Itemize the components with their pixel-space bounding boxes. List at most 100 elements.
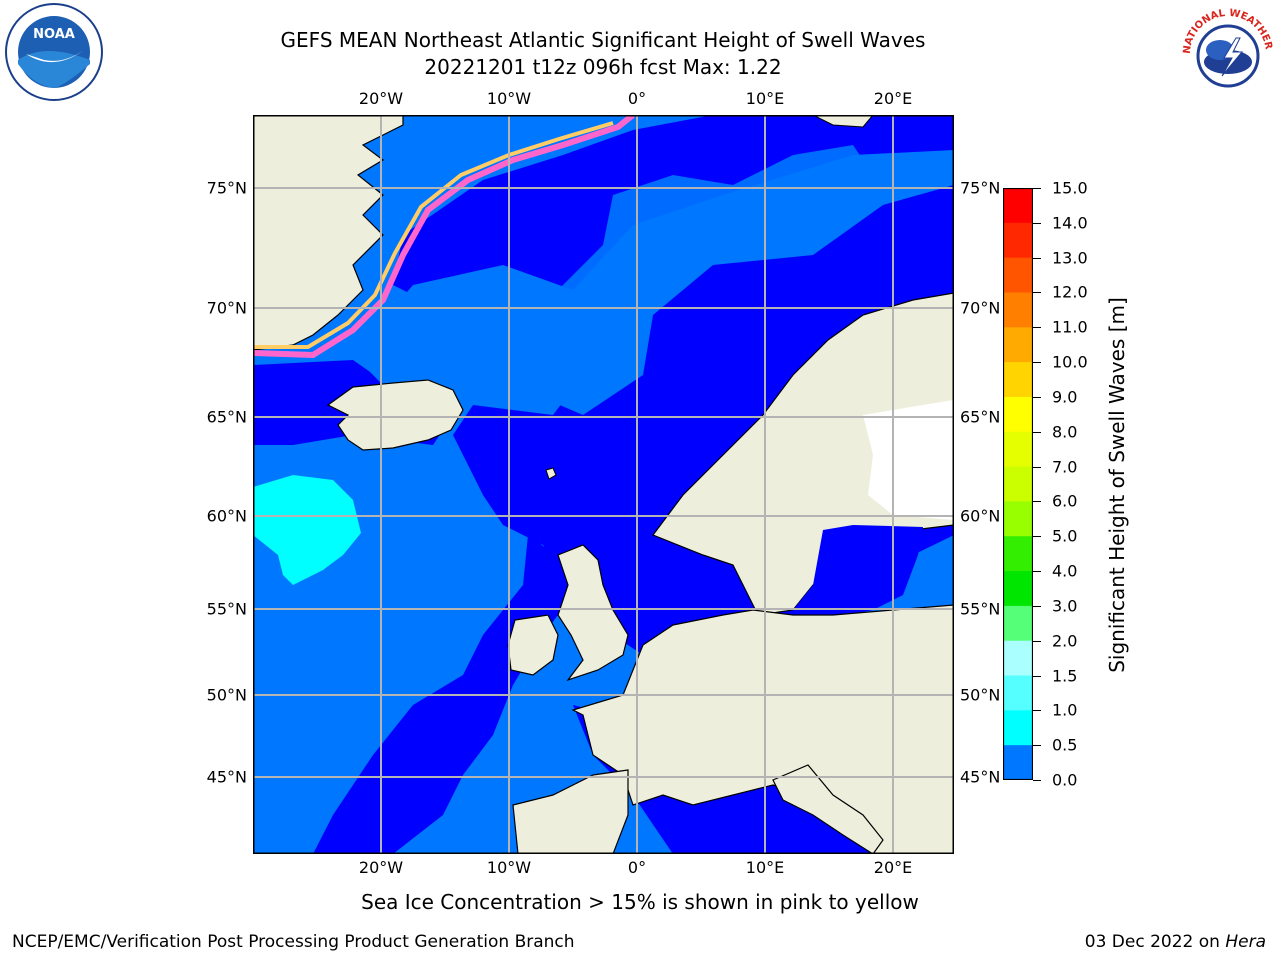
chart-title: GEFS MEAN Northeast Atlantic Significant… bbox=[280, 28, 926, 52]
lon-label-bottom: 20°E bbox=[873, 858, 913, 877]
lat-label-right: 70°N bbox=[960, 298, 1001, 318]
lat-label-left: 75°N bbox=[206, 178, 247, 198]
lat-label-left: 65°N bbox=[206, 407, 247, 427]
land-iceland bbox=[326, 379, 464, 451]
colorbar-band bbox=[1003, 675, 1033, 711]
graticule bbox=[253, 115, 954, 854]
colorbar-tick-mark bbox=[1033, 188, 1041, 189]
colorbar-band bbox=[1003, 222, 1033, 259]
lon-label-top: 20°E bbox=[873, 89, 913, 108]
colorbar-band bbox=[1003, 640, 1033, 677]
colorbar-tick-label: 9.0 bbox=[1052, 387, 1078, 407]
colorbar-tick-label: 1.5 bbox=[1052, 666, 1078, 686]
colorbar-tick-label: 4.0 bbox=[1052, 561, 1078, 581]
colorbar-tick-mark bbox=[1033, 780, 1041, 781]
sea-ice-edge bbox=[252, 112, 635, 359]
colorbar-tick-mark bbox=[1033, 431, 1041, 433]
colorbar-tick-label: 14.0 bbox=[1052, 213, 1088, 233]
footer-credit: NCEP/EMC/Verification Post Processing Pr… bbox=[12, 932, 575, 952]
colorbar-band bbox=[1003, 327, 1033, 363]
colorbar-svg bbox=[1002, 187, 1034, 781]
lat-label-right: 45°N bbox=[960, 767, 1001, 787]
colorbar-tick-label: 6.0 bbox=[1052, 491, 1078, 511]
colorbar-band bbox=[1003, 536, 1033, 572]
lon-label-top: 20°W bbox=[358, 89, 404, 108]
footer-host: Hera bbox=[1225, 932, 1266, 952]
lon-label-top: 10°E bbox=[745, 89, 785, 108]
colorbar-band bbox=[1003, 431, 1033, 468]
colorbar-tick-mark bbox=[1033, 571, 1041, 573]
colorbar-tick-mark bbox=[1033, 536, 1041, 538]
lon-label-top: 0° bbox=[627, 89, 647, 108]
sea-ice-note: Sea Ice Concentration > 15% is shown in … bbox=[361, 890, 919, 914]
lat-label-right: 50°N bbox=[960, 685, 1001, 705]
colorbar-band bbox=[1003, 257, 1033, 293]
lat-label-left: 50°N bbox=[206, 685, 247, 705]
ocean-zone-mid bbox=[353, 150, 954, 415]
lon-label-bottom: 0° bbox=[627, 858, 647, 877]
colorbar-tick-label: 13.0 bbox=[1052, 248, 1088, 268]
colorbar-tick-label: 2.0 bbox=[1052, 631, 1078, 651]
chart-subtitle: 20221201 t12z 096h fcst Max: 1.22 bbox=[424, 55, 782, 79]
colorbar-tick-mark bbox=[1033, 292, 1041, 294]
colorbar-tick-mark bbox=[1033, 710, 1041, 712]
ice-gulf-of-bothnia bbox=[863, 400, 954, 520]
colorbar bbox=[1002, 187, 1034, 781]
lon-label-bottom: 10°W bbox=[486, 858, 532, 877]
nws-logo: NATIONAL WEATHER SERVICE bbox=[1174, 0, 1278, 100]
land-italy bbox=[772, 764, 884, 855]
colorbar-tick-mark bbox=[1033, 640, 1041, 642]
colorbar-tick-label: 3.0 bbox=[1052, 596, 1078, 616]
lat-label-left: 60°N bbox=[206, 506, 247, 526]
colorbar-tick-label: 12.0 bbox=[1052, 282, 1088, 302]
land-faroe bbox=[545, 467, 557, 480]
colorbar-band bbox=[1003, 501, 1033, 537]
colorbar-tick-mark bbox=[1033, 396, 1041, 398]
lon-label-bottom: 20°W bbox=[358, 858, 404, 877]
lat-label-left: 70°N bbox=[206, 298, 247, 318]
land-greenland bbox=[252, 114, 404, 351]
lat-label-left: 55°N bbox=[206, 599, 247, 619]
colorbar-tick-label: 1.0 bbox=[1052, 700, 1078, 720]
colorbar-band bbox=[1003, 745, 1033, 781]
land-great-britain bbox=[557, 544, 629, 682]
colorbar-band bbox=[1003, 396, 1033, 433]
sea-ice-edge bbox=[253, 121, 614, 349]
colorbar-tick-mark bbox=[1033, 466, 1041, 468]
colorbar-tick-mark bbox=[1033, 257, 1041, 259]
lon-label-top: 10°W bbox=[486, 89, 532, 108]
baltic-sea bbox=[793, 525, 923, 620]
colorbar-band bbox=[1003, 188, 1033, 224]
colorbar-tick-label: 15.0 bbox=[1052, 178, 1088, 198]
colorbar-tick-label: 7.0 bbox=[1052, 457, 1078, 477]
colorbar-tick-label: 11.0 bbox=[1052, 317, 1088, 337]
footer-date-text: 03 Dec 2022 on bbox=[1084, 932, 1226, 952]
colorbar-tick-label: 0.5 bbox=[1052, 735, 1078, 755]
colorbar-tick-mark bbox=[1033, 501, 1041, 503]
noaa-logo-text: NOAA bbox=[33, 27, 75, 42]
colorbar-tick-mark bbox=[1033, 745, 1041, 747]
colorbar-tick-mark bbox=[1033, 362, 1041, 364]
map-panel bbox=[252, 112, 955, 855]
lat-label-left: 45°N bbox=[206, 767, 247, 787]
map-svg bbox=[252, 112, 955, 855]
colorbar-tick-label: 0.0 bbox=[1052, 770, 1078, 790]
colorbar-band bbox=[1003, 605, 1033, 642]
colorbar-tick-label: 8.0 bbox=[1052, 422, 1078, 442]
lat-label-right: 60°N bbox=[960, 506, 1001, 526]
lon-label-bottom: 10°E bbox=[745, 858, 785, 877]
lat-label-right: 75°N bbox=[960, 178, 1001, 198]
colorbar-tick-label: 5.0 bbox=[1052, 526, 1078, 546]
colorbar-tick-mark bbox=[1033, 222, 1041, 224]
colorbar-band bbox=[1003, 466, 1033, 502]
noaa-logo: NOAA bbox=[4, 2, 104, 102]
ocean-zone-low bbox=[313, 515, 573, 854]
colorbar-band bbox=[1003, 571, 1033, 607]
colorbar-band bbox=[1003, 362, 1033, 398]
colorbar-tick-label: 10.0 bbox=[1052, 352, 1088, 372]
colorbar-tick-mark bbox=[1033, 675, 1041, 677]
footer-date: 03 Dec 2022 on Hera bbox=[1085, 932, 1266, 952]
colorbar-band bbox=[1003, 292, 1033, 328]
colorbar-label: Significant Height of Swell Waves [m] bbox=[1105, 297, 1129, 673]
lat-label-right: 55°N bbox=[960, 599, 1001, 619]
